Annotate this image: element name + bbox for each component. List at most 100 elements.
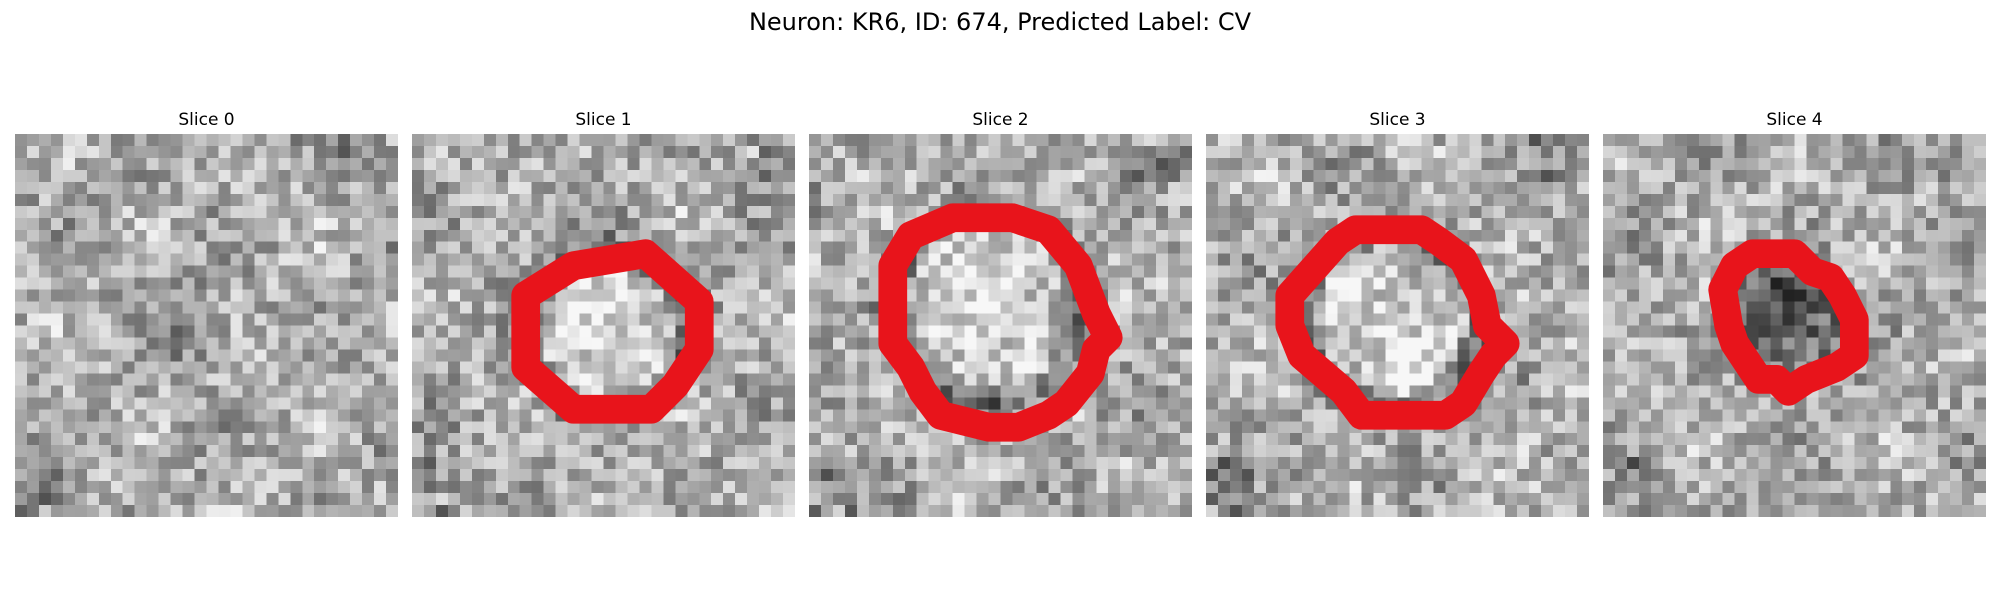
image-pixel xyxy=(1722,433,1735,446)
image-pixel xyxy=(1180,205,1192,219)
image-pixel xyxy=(158,277,171,290)
image-pixel xyxy=(194,301,207,314)
image-pixel xyxy=(1541,445,1554,458)
image-pixel xyxy=(844,457,858,470)
image-pixel xyxy=(254,433,267,446)
image-pixel xyxy=(158,193,171,207)
image-pixel xyxy=(1866,205,1879,219)
image-pixel xyxy=(412,169,425,183)
image-pixel xyxy=(459,313,473,326)
image-pixel xyxy=(1253,361,1267,374)
image-pixel xyxy=(495,157,508,171)
image-pixel xyxy=(459,337,473,350)
image-pixel xyxy=(1914,421,1927,434)
image-pixel xyxy=(194,181,207,195)
image-pixel xyxy=(1553,181,1566,195)
image-pixel xyxy=(1072,229,1085,242)
image-pixel xyxy=(290,433,303,446)
image-pixel xyxy=(495,469,508,482)
image-pixel xyxy=(1397,505,1410,517)
image-pixel xyxy=(627,385,640,398)
image-pixel xyxy=(1686,289,1699,302)
image-pixel xyxy=(1156,385,1169,398)
image-pixel xyxy=(1746,397,1759,410)
image-pixel xyxy=(1168,265,1181,278)
image-pixel xyxy=(1866,373,1879,386)
image-pixel xyxy=(1144,181,1157,195)
image-pixel xyxy=(1517,433,1530,446)
image-pixel xyxy=(62,421,76,434)
image-pixel xyxy=(1650,145,1664,159)
image-pixel xyxy=(1950,241,1963,254)
image-pixel xyxy=(856,229,870,242)
image-pixel xyxy=(507,169,520,183)
image-pixel xyxy=(86,241,100,254)
image-pixel xyxy=(603,193,616,207)
image-pixel xyxy=(627,157,640,171)
image-pixel xyxy=(1132,301,1145,314)
image-pixel xyxy=(723,313,736,326)
image-pixel xyxy=(809,205,822,219)
image-pixel xyxy=(1710,217,1723,230)
image-pixel xyxy=(1217,433,1231,446)
image-pixel xyxy=(1180,313,1192,326)
image-pixel xyxy=(687,241,700,254)
image-pixel xyxy=(1349,493,1362,506)
image-pixel xyxy=(723,409,736,422)
image-pixel xyxy=(723,145,736,159)
image-pixel xyxy=(50,361,64,374)
image-pixel xyxy=(1180,409,1192,422)
image-pixel xyxy=(1758,337,1771,350)
image-pixel xyxy=(543,301,556,314)
image-pixel xyxy=(1000,193,1013,207)
image-pixel xyxy=(1265,409,1279,422)
image-pixel xyxy=(1289,481,1302,494)
image-pixel xyxy=(1734,193,1747,207)
image-pixel xyxy=(374,301,387,314)
image-pixel xyxy=(820,181,834,195)
image-pixel xyxy=(1878,361,1891,374)
image-pixel xyxy=(1481,217,1494,230)
image-pixel xyxy=(1577,493,1589,506)
image-pixel xyxy=(1421,157,1434,171)
image-pixel xyxy=(832,313,846,326)
image-pixel xyxy=(928,361,941,374)
image-pixel xyxy=(771,181,784,195)
image-pixel xyxy=(495,145,508,159)
image-pixel xyxy=(519,205,532,219)
image-pixel xyxy=(110,469,123,482)
image-pixel xyxy=(723,325,736,338)
image-pixel xyxy=(1854,241,1867,254)
image-pixel xyxy=(218,205,231,219)
image-pixel xyxy=(1433,301,1446,314)
image-pixel xyxy=(38,469,52,482)
image-pixel xyxy=(904,277,917,290)
image-pixel xyxy=(1289,229,1302,242)
image-pixel xyxy=(1614,253,1628,266)
image-pixel xyxy=(1770,181,1783,195)
image-pixel xyxy=(988,481,1001,494)
image-pixel xyxy=(988,134,1001,147)
image-pixel xyxy=(1806,217,1819,230)
image-pixel xyxy=(1529,397,1542,410)
image-pixel xyxy=(1289,385,1302,398)
image-pixel xyxy=(892,481,905,494)
image-pixel xyxy=(471,421,485,434)
image-pixel xyxy=(134,157,147,171)
image-pixel xyxy=(1746,181,1759,195)
image-pixel xyxy=(1180,493,1192,506)
image-pixel xyxy=(206,253,219,266)
image-pixel xyxy=(1301,385,1314,398)
image-pixel xyxy=(1603,181,1616,195)
image-pixel xyxy=(1974,433,1986,446)
image-pixel xyxy=(412,445,425,458)
image-pixel xyxy=(1048,157,1061,171)
slice-title: Slice 1 xyxy=(575,110,632,130)
image-pixel xyxy=(820,493,834,506)
image-pixel xyxy=(26,157,40,171)
image-pixel xyxy=(1603,361,1616,374)
image-pixel xyxy=(940,337,953,350)
image-pixel xyxy=(976,469,989,482)
image-pixel xyxy=(435,433,449,446)
image-pixel xyxy=(158,421,171,434)
